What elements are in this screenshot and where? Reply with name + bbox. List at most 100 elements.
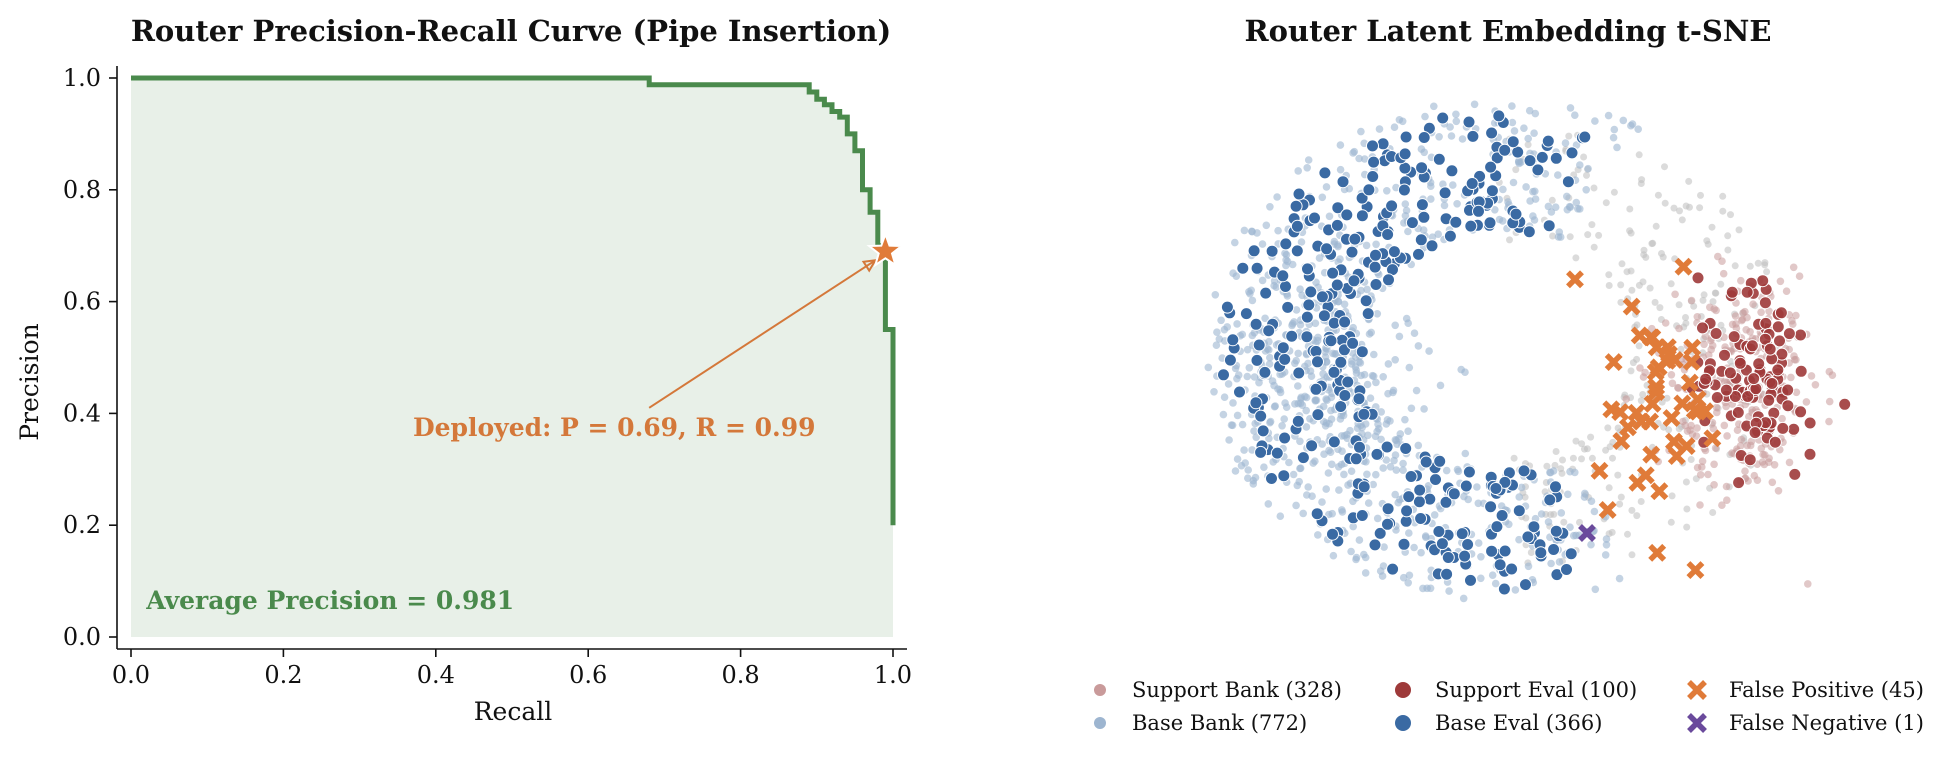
tsne-point-base-eval <box>1397 183 1411 197</box>
tsne-point-base-eval <box>1318 166 1332 180</box>
tsne-point-base-eval <box>1302 298 1316 312</box>
tsne-point-base-bank <box>1452 117 1461 126</box>
tsne-point-base-eval <box>1443 229 1457 243</box>
tsne-point-base-eval <box>1542 219 1556 233</box>
tsne-point-base-bank <box>1220 393 1229 402</box>
tsne-point-base-bank <box>1260 463 1268 472</box>
tsne-point-base-eval <box>1249 317 1263 331</box>
tsne-point-grey <box>1543 462 1551 470</box>
tsne-point-base-bank <box>1440 201 1449 210</box>
tsne-point-base-eval <box>1464 219 1478 233</box>
tsne-point-base-bank <box>1401 415 1409 424</box>
tsne-point-base-bank <box>1453 200 1461 208</box>
tsne-point-base-bank <box>1445 587 1453 595</box>
tsne-point-base-bank <box>1352 366 1360 374</box>
tsne-point-grey <box>1651 298 1659 306</box>
tsne-point-base-bank <box>1292 501 1300 510</box>
tsne-point-base-bank <box>1252 433 1260 442</box>
tsne-point-base-bank <box>1335 486 1343 494</box>
tsne-point-base-bank <box>1377 408 1385 416</box>
tsne-point-support-bank <box>1700 340 1708 349</box>
tsne-point-support-bank <box>1693 463 1702 472</box>
tsne-point-grey <box>1605 484 1613 492</box>
tsne-point-base-bank <box>1324 469 1333 477</box>
tsne-point-base-eval <box>1484 160 1498 174</box>
tsne-point-base-bank <box>1377 435 1385 444</box>
tsne-point-base-eval <box>1497 582 1511 596</box>
tsne-point-base-bank <box>1524 562 1533 571</box>
tsne-point-base-eval <box>1382 273 1395 287</box>
tsne-point-support-bank <box>1718 501 1726 510</box>
tsne-point-base-eval <box>1265 472 1278 485</box>
tsne-point-grey <box>1604 424 1612 432</box>
tsne-point-support-bank <box>1701 332 1710 341</box>
tsne-point-base-bank <box>1395 332 1404 341</box>
tsne-point-support-eval <box>1743 453 1757 467</box>
legend-label: Support Bank (328) <box>1132 678 1342 702</box>
tsne-point-base-bank <box>1233 411 1242 420</box>
tsne-point-base-bank <box>1582 186 1590 194</box>
tsne-point-base-bank <box>1340 470 1348 479</box>
tsne-point-base-bank <box>1399 573 1408 582</box>
tsne-point-base-bank <box>1613 143 1621 152</box>
tsne-point-base-bank <box>1400 219 1408 227</box>
tsne-point-base-bank <box>1322 485 1330 493</box>
tsne-point-base-bank <box>1498 217 1507 225</box>
tsne-point-base-bank <box>1461 449 1470 458</box>
tsne-point-support-bank <box>1709 424 1718 433</box>
tsne-point-support-eval <box>1731 406 1745 419</box>
tsne-point-base-bank <box>1337 411 1346 420</box>
tsne-point-base-bank <box>1288 320 1297 328</box>
tsne-point-base-bank <box>1210 388 1218 396</box>
tsne-point-base-bank <box>1233 320 1241 328</box>
tsne-point-grey <box>1510 454 1518 462</box>
tsne-point-base-eval <box>1439 495 1453 509</box>
tsne-point-base-bank <box>1619 116 1628 125</box>
tsne-point-grey <box>1565 132 1573 140</box>
tsne-false-negative <box>1578 524 1596 542</box>
tsne-point-base-bank <box>1294 349 1302 358</box>
tsne-point-base-bank <box>1379 373 1387 381</box>
tsne-point-base-eval <box>1324 334 1338 348</box>
tsne-point-base-eval <box>1258 365 1272 379</box>
tsne-point-grey <box>1639 391 1647 398</box>
legend-marker <box>1395 682 1411 698</box>
tsne-point-base-bank <box>1508 102 1516 110</box>
tsne-false-positive <box>1566 270 1584 289</box>
tsne-point-base-eval <box>1311 355 1324 369</box>
tsne-point-support-bank <box>1720 421 1729 430</box>
tsne-false-positive <box>1590 461 1609 480</box>
tsne-point-support-bank <box>1648 324 1656 333</box>
tsne-point-grey <box>1635 151 1643 159</box>
tsne-point-base-eval <box>1560 563 1573 576</box>
tsne-point-grey <box>1581 445 1588 453</box>
tsne-point-base-bank <box>1225 436 1233 444</box>
x-tick-label: 0.2 <box>264 661 302 689</box>
tsne-point-base-eval <box>1366 170 1380 183</box>
tsne-point-base-eval <box>1490 520 1504 534</box>
tsne-point-base-bank <box>1231 238 1239 247</box>
tsne-point-base-bank <box>1224 380 1233 388</box>
tsne-point-grey <box>1658 398 1666 406</box>
tsne-point-base-bank <box>1510 127 1519 135</box>
tsne-point-grey <box>1572 254 1580 262</box>
tsne-point-base-eval <box>1521 530 1535 544</box>
tsne-point-base-bank <box>1298 291 1306 300</box>
tsne-point-support-eval <box>1699 372 1713 386</box>
tsne-point-base-bank <box>1370 350 1378 359</box>
tsne-point-base-bank <box>1375 425 1383 433</box>
tsne-point-base-eval <box>1278 352 1292 366</box>
tsne-point-base-bank <box>1328 460 1336 469</box>
tsne-point-base-bank <box>1529 187 1537 196</box>
tsne-point-base-eval <box>1505 562 1519 576</box>
tsne-point-grey <box>1735 226 1743 234</box>
pr-x-axis-label: Recall <box>474 697 553 726</box>
pr-curve-line <box>131 75 896 526</box>
tsne-point-support-bank <box>1795 272 1804 281</box>
tsne-point-grey <box>1719 192 1727 200</box>
tsne-point-grey <box>1557 465 1565 473</box>
tsne-point-base-bank <box>1303 491 1311 499</box>
tsne-point-base-eval <box>1498 544 1512 558</box>
tsne-point-base-bank <box>1304 156 1313 164</box>
tsne-point-base-bank <box>1292 356 1300 365</box>
